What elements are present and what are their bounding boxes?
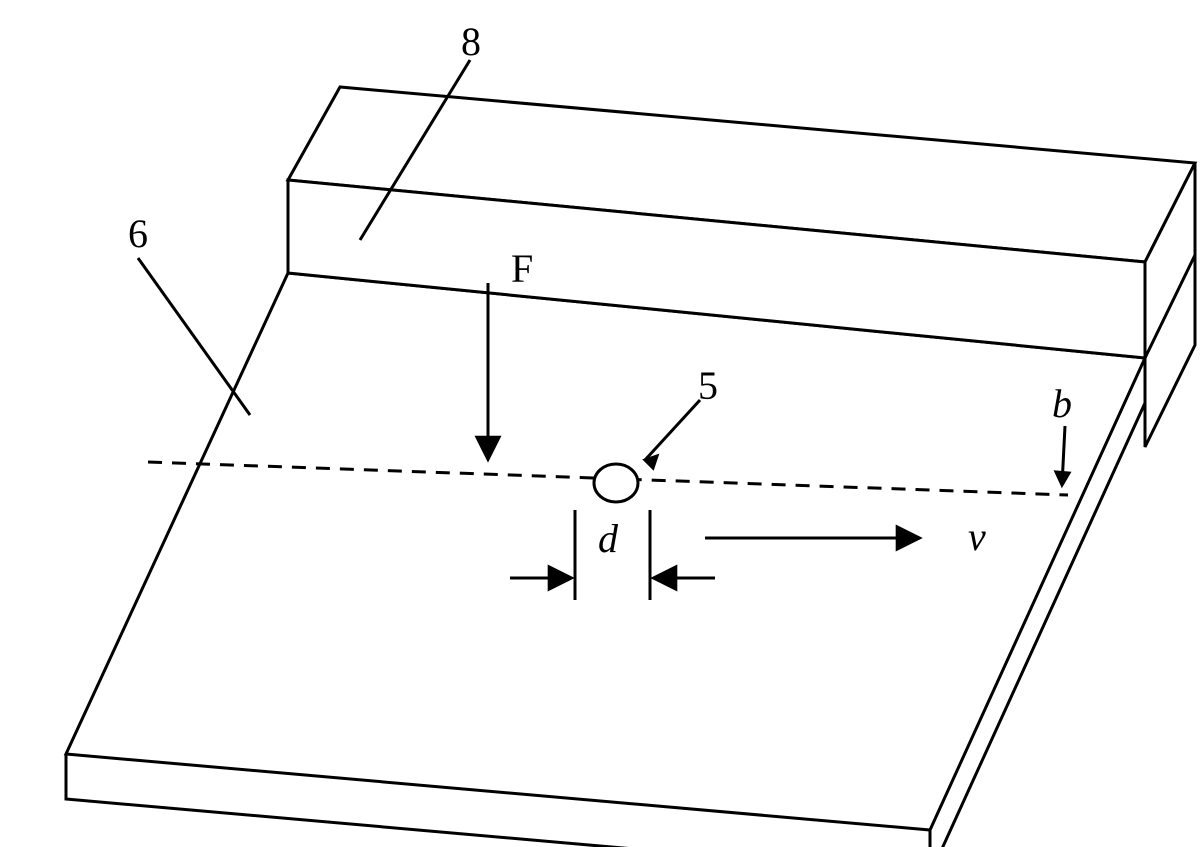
label-F: F xyxy=(511,245,533,292)
label-d: d xyxy=(598,515,618,562)
label-8: 8 xyxy=(461,18,481,65)
label-v: v xyxy=(968,513,986,560)
label-b: b xyxy=(1052,380,1072,427)
leader-6 xyxy=(138,258,250,415)
leader-b xyxy=(1056,426,1069,485)
label-6: 6 xyxy=(128,210,148,257)
block-8 xyxy=(288,87,1195,358)
leader-5 xyxy=(645,400,700,468)
spot-5 xyxy=(594,464,638,502)
label-5: 5 xyxy=(698,362,718,409)
